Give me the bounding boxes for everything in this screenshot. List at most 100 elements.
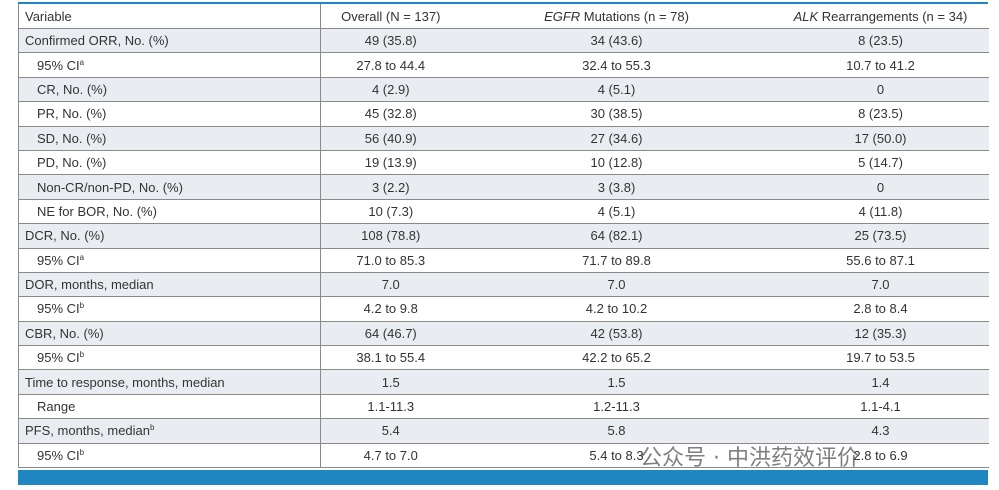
cell: 1.5	[320, 369, 461, 395]
table-row: 95% CIb 4.2 to 9.8 4.2 to 10.2 2.8 to 8.4	[18, 296, 989, 322]
footnote-mark: a	[79, 252, 85, 262]
label-text: 95% CI	[37, 350, 80, 366]
cell: 1.1-4.1	[772, 394, 989, 420]
cell: 42.2 to 65.2	[460, 345, 773, 371]
label-text: 95% CI	[37, 252, 80, 268]
row-label: PD, No. (%)	[18, 150, 321, 176]
row-label: PFS, months, medianb	[18, 418, 321, 444]
row-label: 95% CIb	[18, 296, 321, 322]
cell: 64 (46.7)	[320, 321, 461, 347]
footnote-mark: b	[150, 423, 155, 433]
cell: 49 (35.8)	[320, 28, 461, 54]
footnote-mark: b	[79, 447, 85, 457]
cell: 0	[772, 77, 989, 103]
table-row: 95% CIa 27.8 to 44.4 32.4 to 55.3 10.7 to 4…	[18, 52, 989, 78]
cell: 42 (53.8)	[460, 321, 773, 347]
cell: 12 (35.3)	[772, 321, 989, 347]
table-row: Confirmed ORR, No. (%) 49 (35.8) 34 (43.6)…	[18, 28, 989, 54]
cell: 27.8 to 44.4	[320, 52, 461, 78]
label-text: DOR, months, median	[25, 277, 154, 293]
table-row: Range 1.1-11.3 1.2-11.3 1.1-4.1	[18, 394, 989, 420]
header-text: ALK	[793, 8, 819, 24]
cell: 7.0	[772, 272, 989, 298]
header-text: Overall (N = 137)	[341, 8, 441, 24]
cell: 7.0	[320, 272, 461, 298]
cell: 2.8 to 6.9	[772, 443, 989, 469]
cell: 8 (23.5)	[772, 101, 989, 127]
header-text: Variable	[25, 8, 72, 24]
cell: 4 (5.1)	[460, 77, 773, 103]
row-label: CR, No. (%)	[18, 77, 321, 103]
footnote-mark: a	[79, 57, 85, 67]
cell: 5.8	[460, 418, 773, 444]
cell: 4.2 to 10.2	[460, 296, 773, 322]
header-text: Mutations (n = 78)	[580, 8, 689, 24]
cell: 4 (5.1)	[460, 199, 773, 225]
cell: 34 (43.6)	[460, 28, 773, 54]
table-row: SD, No. (%) 56 (40.9) 27 (34.6) 17 (50.0)	[18, 126, 989, 151]
header-row: Variable Overall (N = 137) EGFR Mutations …	[18, 4, 989, 29]
cell: 3 (3.8)	[460, 174, 773, 200]
label-text: Confirmed ORR, No. (%)	[25, 33, 169, 49]
table-row: 95% CIa 71.0 to 85.3 71.7 to 89.8 55.6 to 8…	[18, 248, 989, 273]
label-text: CBR, No. (%)	[25, 325, 104, 341]
table-row: PR, No. (%) 45 (32.8) 30 (38.5) 8 (23.5)	[18, 101, 989, 127]
cell: 1.4	[772, 369, 989, 395]
footnote-mark: b	[79, 301, 85, 311]
label-text: PFS, months, median	[25, 423, 150, 439]
label-text: Time to response, months, median	[25, 374, 225, 390]
label-text: CR, No. (%)	[37, 81, 108, 97]
cell: 8 (23.5)	[772, 28, 989, 54]
label-text: 95% CI	[37, 301, 80, 317]
row-label: Time to response, months, median	[18, 369, 321, 395]
header-text: EGFR	[544, 8, 581, 24]
cell: 64 (82.1)	[460, 223, 773, 249]
row-label: DCR, No. (%)	[18, 223, 321, 249]
row-label: 95% CIa	[18, 52, 321, 78]
cell: 5 (14.7)	[772, 150, 989, 176]
cell: 7.0	[460, 272, 773, 298]
table-row: 95% CIb 4.7 to 7.0 5.4 to 8.3 2.8 to 6.9	[18, 443, 989, 469]
cell: 3 (2.2)	[320, 174, 461, 200]
table-row: DOR, months, median 7.0 7.0 7.0	[18, 272, 989, 298]
cell: 10 (7.3)	[320, 199, 461, 225]
row-label: PR, No. (%)	[18, 101, 321, 127]
cell: 4.3	[772, 418, 989, 444]
table-row: Non-CR/non-PD, No. (%) 3 (2.2) 3 (3.8) 0	[18, 174, 989, 200]
watermark: 公众号 · 中洪药效评价	[640, 446, 859, 471]
row-label: 95% CIa	[18, 248, 321, 273]
row-label: 95% CIb	[18, 443, 321, 469]
cell: 30 (38.5)	[460, 101, 773, 127]
row-label: Confirmed ORR, No. (%)	[18, 28, 321, 54]
table-row: NE for BOR, No. (%) 10 (7.3) 4 (5.1) 4 (11.…	[18, 199, 989, 225]
label-text: SD, No. (%)	[37, 130, 107, 146]
header-text: Rearrangements (n = 34)	[818, 8, 968, 24]
label-text: PD, No. (%)	[37, 155, 107, 171]
results-table: Variable Overall (N = 137) EGFR Mutations …	[18, 4, 989, 469]
label-text: DCR, No. (%)	[25, 228, 105, 244]
row-label: Range	[18, 394, 321, 420]
cell: 17 (50.0)	[772, 126, 989, 151]
cell: 4.2 to 9.8	[320, 296, 461, 322]
table-row: PD, No. (%) 19 (13.9) 10 (12.8) 5 (14.7)	[18, 150, 989, 176]
row-label: 95% CIb	[18, 345, 321, 371]
label-text: PR, No. (%)	[37, 106, 107, 122]
cell: 5.4 to 8.3	[460, 443, 773, 469]
cell: 38.1 to 55.4	[320, 345, 461, 371]
cell: 1.2-11.3	[460, 394, 773, 420]
cell: 32.4 to 55.3	[460, 52, 773, 78]
cell: 19 (13.9)	[320, 150, 461, 176]
label-text: Non-CR/non-PD, No. (%)	[37, 179, 183, 195]
cell: 56 (40.9)	[320, 126, 461, 151]
label-text: Range	[37, 399, 76, 415]
row-label: DOR, months, median	[18, 272, 321, 298]
row-label: CBR, No. (%)	[18, 321, 321, 347]
column-header: Variable	[18, 4, 321, 29]
cell: 25 (73.5)	[772, 223, 989, 249]
column-header: Overall (N = 137)	[320, 4, 461, 29]
row-label: Non-CR/non-PD, No. (%)	[18, 174, 321, 200]
table-row: PFS, months, medianb 5.4 5.8 4.3	[18, 418, 989, 444]
table-row: DCR, No. (%) 108 (78.8) 64 (82.1) 25 (73.5)	[18, 223, 989, 249]
cell: 1.5	[460, 369, 773, 395]
